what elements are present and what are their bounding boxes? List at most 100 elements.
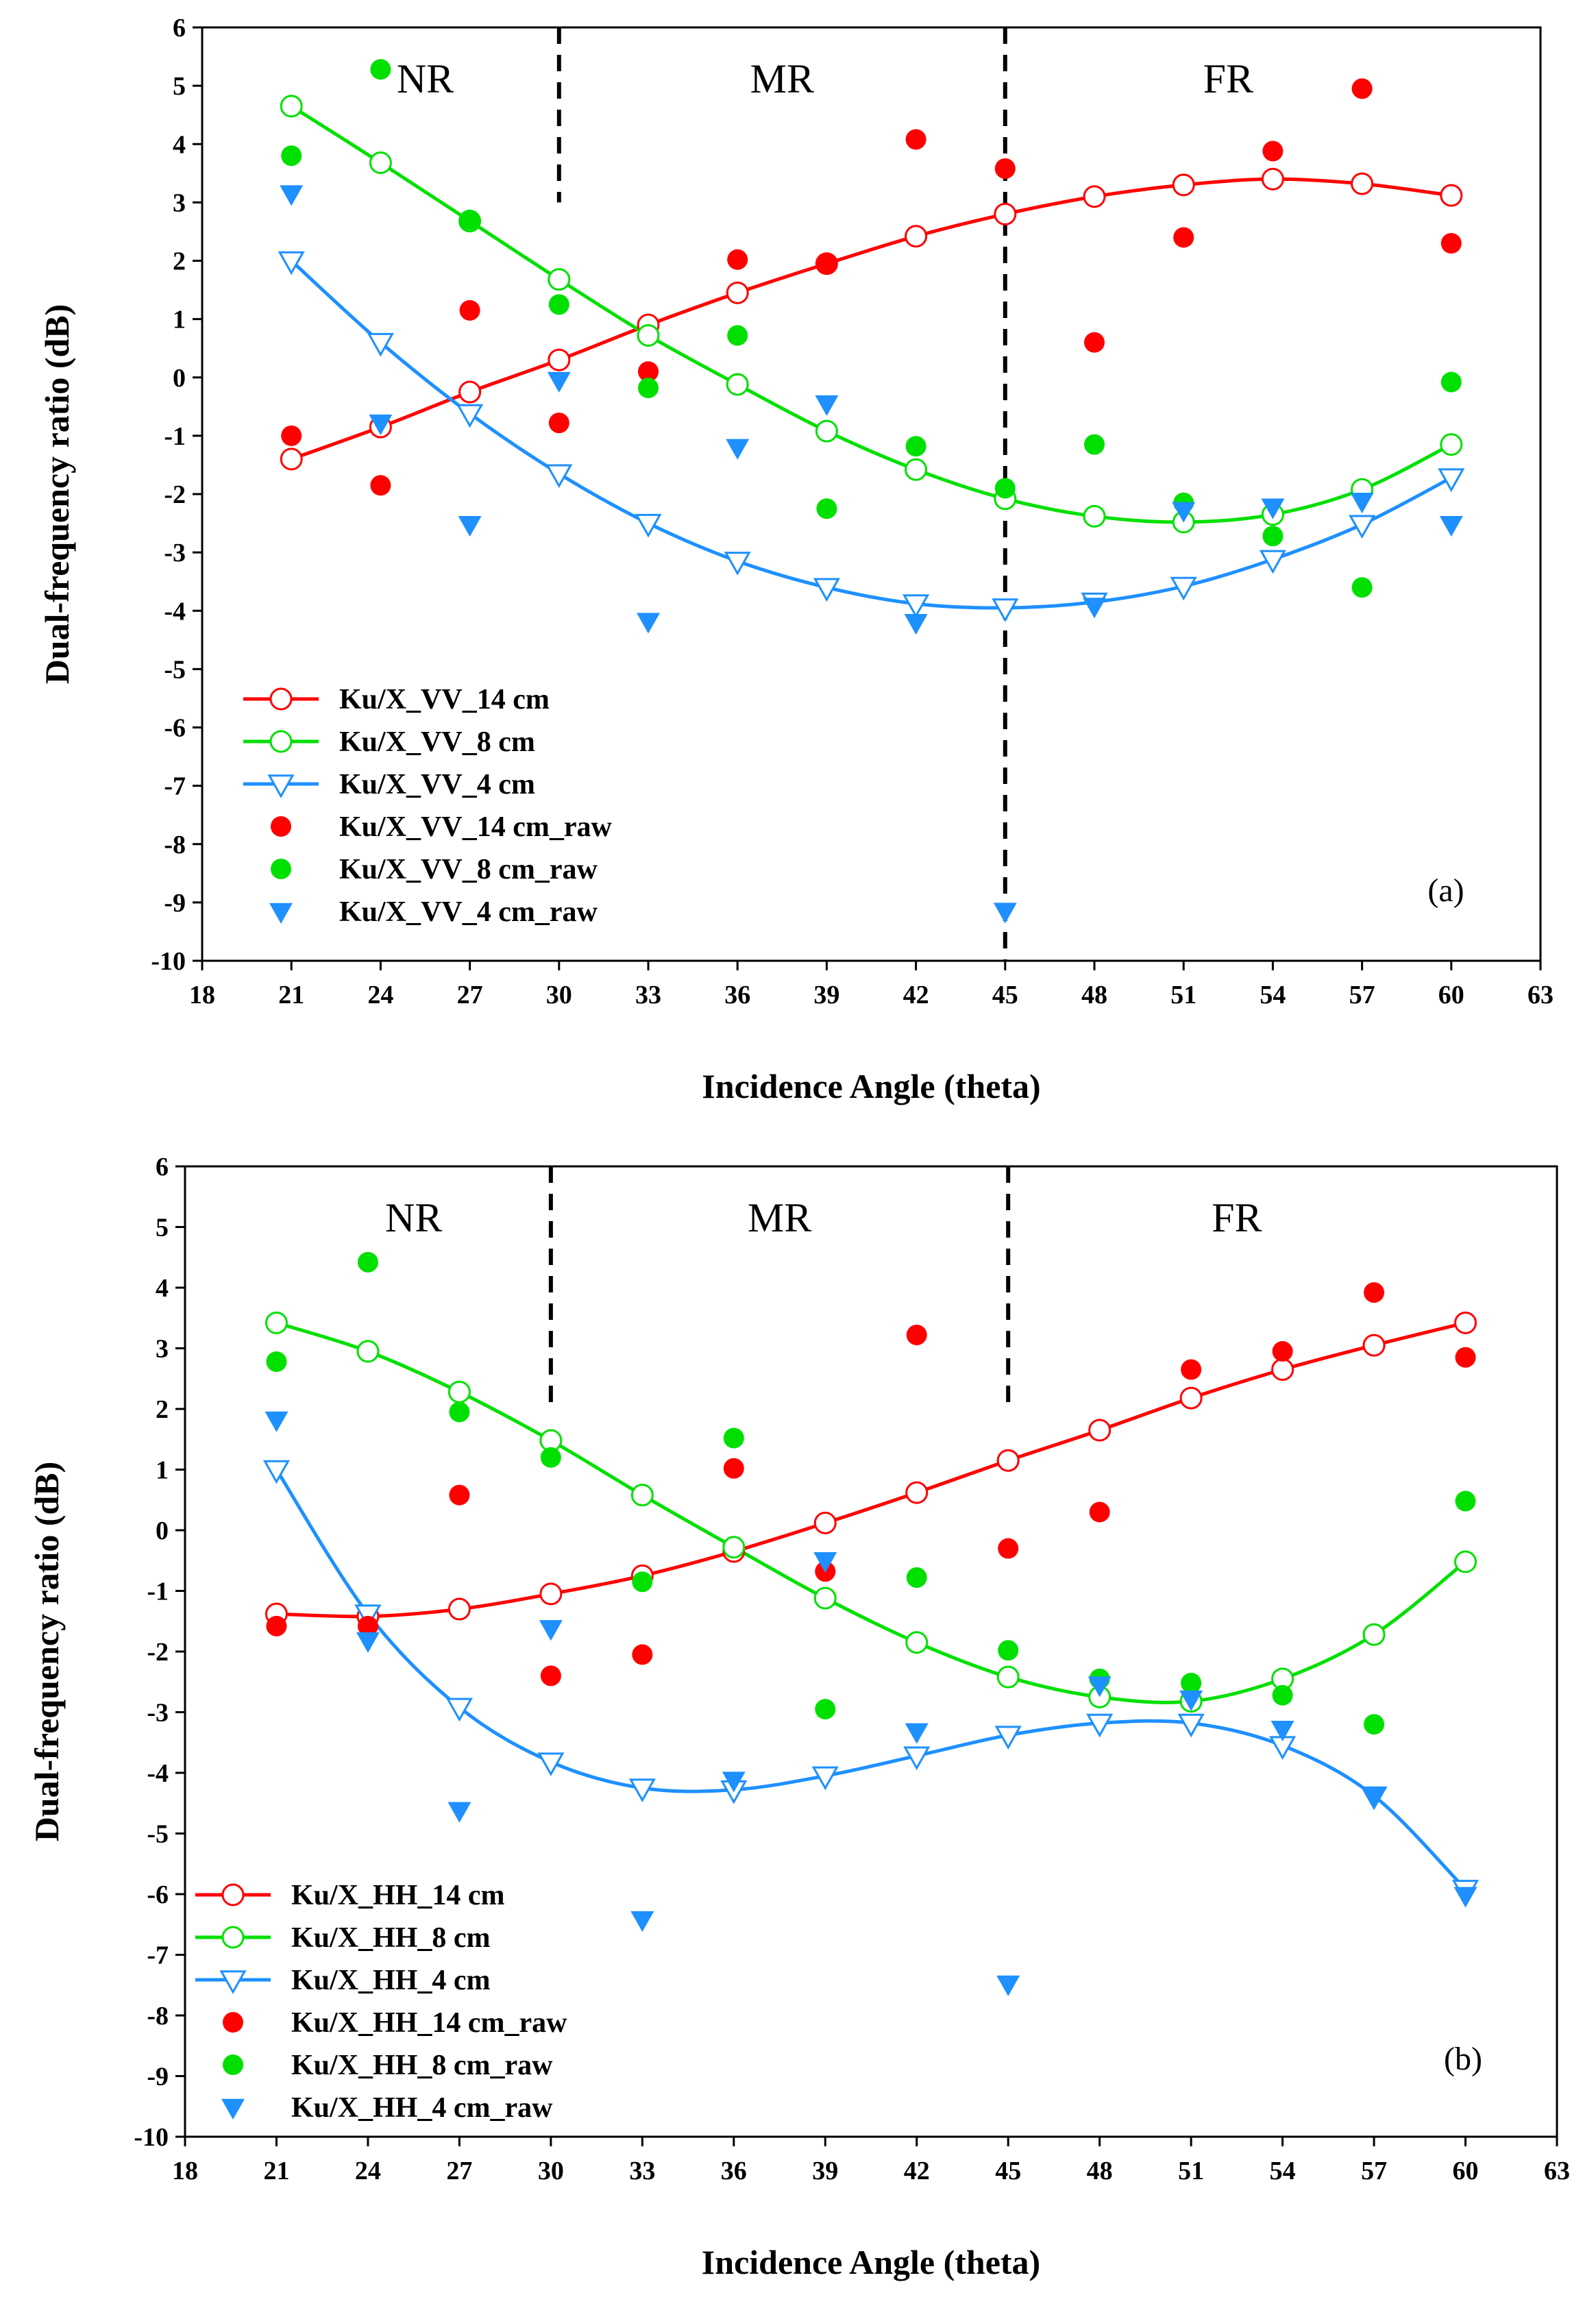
fit-point xyxy=(903,1746,931,1771)
y-tick-label: -1 xyxy=(147,1578,169,1606)
fit-point xyxy=(1440,433,1463,456)
legend-label: Ku/X_VV_4 cm_raw xyxy=(339,896,598,928)
x-tick-label: 21 xyxy=(278,981,304,1009)
legend-marker xyxy=(223,2054,243,2075)
fit-point xyxy=(996,1665,1020,1689)
y-tick-label: 3 xyxy=(173,188,186,217)
fit-point xyxy=(722,1536,746,1559)
raw-point xyxy=(459,209,480,230)
fit-point xyxy=(537,1752,565,1776)
x-tick-label: 39 xyxy=(812,2157,838,2185)
fit-point xyxy=(280,447,303,471)
legend-marker xyxy=(269,903,293,924)
y-tick-label: 6 xyxy=(173,14,186,42)
raw-point xyxy=(996,1975,1020,1996)
series-markers-ku-x-hh-4-cm xyxy=(262,1460,1480,1904)
raw-point xyxy=(1364,1714,1385,1735)
legend-marker xyxy=(271,859,291,879)
series-markers-ku-x-vv-14-cm-raw xyxy=(281,78,1462,496)
raw-point xyxy=(722,1771,746,1793)
y-tick-label: 4 xyxy=(156,1274,169,1303)
legend-label: Ku/X_HH_4 cm xyxy=(291,1965,491,1996)
fit-point xyxy=(815,419,838,443)
y-tick-label: -1 xyxy=(164,422,186,451)
y-tick-label: 2 xyxy=(173,247,186,276)
y-tick-label: -9 xyxy=(164,889,186,918)
fit-point xyxy=(992,598,1019,622)
raw-point xyxy=(904,614,928,635)
raw-point xyxy=(1350,492,1374,514)
raw-point xyxy=(632,1571,653,1593)
raw-point xyxy=(370,59,391,80)
fit-point xyxy=(905,225,928,248)
x-tick-label: 54 xyxy=(1260,981,1286,1009)
series-markers-ku-x-vv-8-cm-raw xyxy=(281,59,1462,598)
fit-point xyxy=(637,323,660,347)
x-tick-label: 27 xyxy=(457,981,483,1009)
x-tick-label: 33 xyxy=(629,2157,655,2185)
legend-label: Ku/X_VV_8 cm xyxy=(339,726,535,758)
fit-point xyxy=(445,1697,473,1722)
x-tick-label: 39 xyxy=(813,981,839,1009)
series-markers-ku-x-hh-8-cm xyxy=(265,1311,1477,1713)
fit-point xyxy=(630,1484,654,1507)
y-tick-label: -8 xyxy=(147,2002,169,2031)
y-tick-label: -3 xyxy=(147,1699,169,1728)
y-tick-label: -9 xyxy=(147,2063,169,2092)
legend-label: Ku/X_VV_4 cm xyxy=(339,769,535,800)
fit-point xyxy=(813,578,840,602)
y-tick-label: -6 xyxy=(164,714,186,743)
raw-point xyxy=(1453,1887,1477,1908)
raw-point xyxy=(815,395,839,416)
raw-point xyxy=(1440,371,1462,393)
fit-point xyxy=(456,404,484,428)
raw-point xyxy=(548,413,569,434)
y-tick-label: 6 xyxy=(156,1153,169,1181)
raw-point xyxy=(1455,1347,1476,1368)
series-markers-ku-x-vv-4-cm xyxy=(278,251,1465,622)
fit-point xyxy=(1170,576,1197,601)
raw-point xyxy=(357,1615,378,1636)
raw-point xyxy=(1261,498,1285,519)
raw-point xyxy=(632,1644,653,1665)
x-axis-title: Incidence Angle (theta) xyxy=(702,2243,1040,2281)
x-tick-label: 48 xyxy=(1081,981,1107,1009)
y-tick-label: 5 xyxy=(173,72,186,101)
fit-point xyxy=(1177,1713,1205,1738)
fit-point xyxy=(1438,468,1465,493)
y-tick-label: -2 xyxy=(164,480,186,509)
region-label-mr: MR xyxy=(748,1195,811,1240)
fit-point xyxy=(813,1586,837,1610)
region-label-mr: MR xyxy=(750,56,814,101)
y-axis-title: Dual-frequency ratio (dB) xyxy=(27,1462,66,1842)
fit-point xyxy=(1172,173,1195,197)
region-label-nr: NR xyxy=(397,56,454,101)
raw-point xyxy=(813,1552,837,1573)
raw-point xyxy=(727,249,748,270)
legend: Ku/X_VV_14 cm Ku/X_VV_8 cm Ku/X_VV_4 cm Ku/… xyxy=(243,684,612,928)
raw-point xyxy=(449,1401,470,1423)
fit-point xyxy=(905,458,928,481)
series-markers-ku-x-hh-8-cm-raw xyxy=(266,1251,1476,1735)
x-tick-label: 30 xyxy=(538,2157,564,2185)
y-tick-label: -5 xyxy=(147,1820,169,1849)
raw-point xyxy=(356,1632,380,1653)
fit-point xyxy=(726,281,749,304)
fit-point xyxy=(994,1726,1022,1750)
raw-point xyxy=(540,1665,561,1686)
raw-point xyxy=(1351,78,1373,99)
y-tick-label: -7 xyxy=(147,1941,169,1970)
raw-point xyxy=(1439,516,1463,537)
region-label-fr: FR xyxy=(1212,1195,1262,1240)
raw-point xyxy=(458,516,482,537)
fit-point xyxy=(545,464,573,489)
fit-point xyxy=(262,1460,291,1484)
x-tick-label: 51 xyxy=(1170,981,1196,1009)
y-tick-label: 0 xyxy=(173,364,186,393)
raw-point xyxy=(1181,1359,1202,1380)
fit-point xyxy=(1271,1358,1294,1381)
fit-point xyxy=(1259,550,1286,574)
raw-point xyxy=(280,185,304,206)
raw-point xyxy=(266,1615,287,1636)
